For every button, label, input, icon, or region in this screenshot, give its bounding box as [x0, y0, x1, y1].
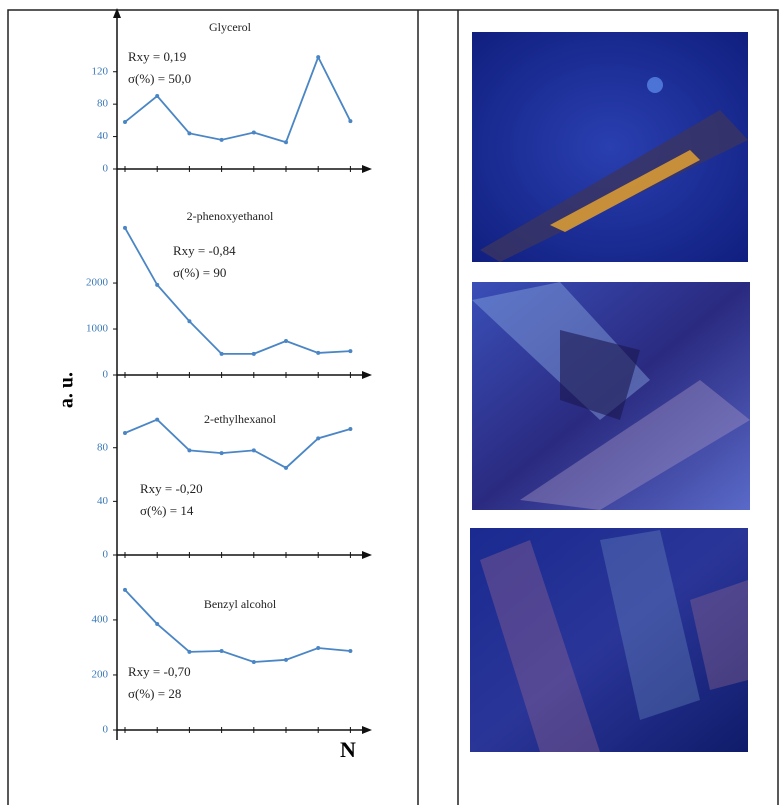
annotation: Rxy = -0,20: [140, 481, 203, 496]
data-point: [220, 649, 224, 653]
axis-arrow: [362, 551, 372, 559]
data-point: [155, 94, 159, 98]
data-point: [155, 418, 159, 422]
y-tick-label: 400: [92, 613, 109, 625]
data-point: [316, 436, 320, 440]
data-point: [123, 588, 127, 592]
data-point: [220, 138, 224, 142]
micrograph: [472, 282, 750, 510]
y-tick-label: 200: [92, 668, 109, 680]
y-tick-label: 80: [97, 98, 109, 110]
data-point: [123, 431, 127, 435]
data-point: [348, 119, 352, 123]
y-tick-label: 0: [103, 369, 109, 381]
data-point: [348, 649, 352, 653]
micrograph: [472, 32, 748, 262]
y-axis-label: a. u.: [56, 372, 78, 408]
micrograph: [470, 528, 748, 752]
data-point: [220, 352, 224, 356]
data-point: [220, 451, 224, 455]
annotation: σ(%) = 28: [128, 686, 181, 701]
data-point: [155, 283, 159, 287]
y-tick-label: 1000: [86, 323, 109, 335]
axis-arrow: [362, 165, 372, 173]
data-point: [123, 226, 127, 230]
y-tick-label: 0: [103, 724, 109, 736]
annotation: σ(%) = 90: [173, 265, 226, 280]
data-point: [252, 131, 256, 135]
data-line: [125, 420, 350, 468]
y-tick-label: 40: [97, 495, 109, 507]
data-point: [187, 448, 191, 452]
data-point: [187, 650, 191, 654]
data-point: [252, 448, 256, 452]
y-tick-label: 0: [103, 549, 109, 561]
chart-title: 2-phenoxyethanol: [187, 209, 274, 223]
y-tick-label: 120: [92, 65, 109, 77]
annotation: σ(%) = 50,0: [128, 71, 191, 86]
data-point: [348, 349, 352, 353]
data-point: [252, 660, 256, 664]
chart-title: 2-ethylhexanol: [204, 412, 277, 426]
annotation: Rxy = -0,70: [128, 664, 191, 679]
data-point: [348, 427, 352, 431]
x-axis-label: N: [340, 737, 356, 762]
annotation: Rxy = -0,84: [173, 243, 236, 258]
data-point: [316, 646, 320, 650]
axis-arrow: [362, 371, 372, 379]
data-point: [187, 131, 191, 135]
data-point: [284, 140, 288, 144]
data-line: [125, 228, 350, 354]
y-tick-label: 0: [103, 163, 109, 175]
data-line: [125, 57, 350, 142]
figure: 0 40 80 120 Glycerol Rxy = 0,19 σ(%) = 50,0 0 10…: [0, 0, 782, 805]
data-point: [316, 351, 320, 355]
data-point: [123, 120, 127, 124]
y-tick-label: 80: [97, 441, 109, 453]
y-tick-label: 40: [97, 130, 109, 142]
axis-arrow: [362, 726, 372, 734]
data-point: [187, 319, 191, 323]
y-tick-label: 2000: [86, 277, 109, 289]
data-point: [284, 658, 288, 662]
data-point: [316, 55, 320, 59]
data-point: [252, 352, 256, 356]
chart-title: Glycerol: [209, 20, 252, 34]
data-point: [284, 339, 288, 343]
charts: 0 40 80 120 Glycerol Rxy = 0,19 σ(%) = 50,0 0 10…: [86, 20, 372, 736]
data-point: [284, 466, 288, 470]
annotation: σ(%) = 14: [140, 503, 194, 518]
data-point: [155, 622, 159, 626]
chart-title: Benzyl alcohol: [204, 597, 277, 611]
annotation: Rxy = 0,19: [128, 49, 186, 64]
figure-canvas: 0 40 80 120 Glycerol Rxy = 0,19 σ(%) = 50,0 0 10…: [0, 0, 782, 805]
